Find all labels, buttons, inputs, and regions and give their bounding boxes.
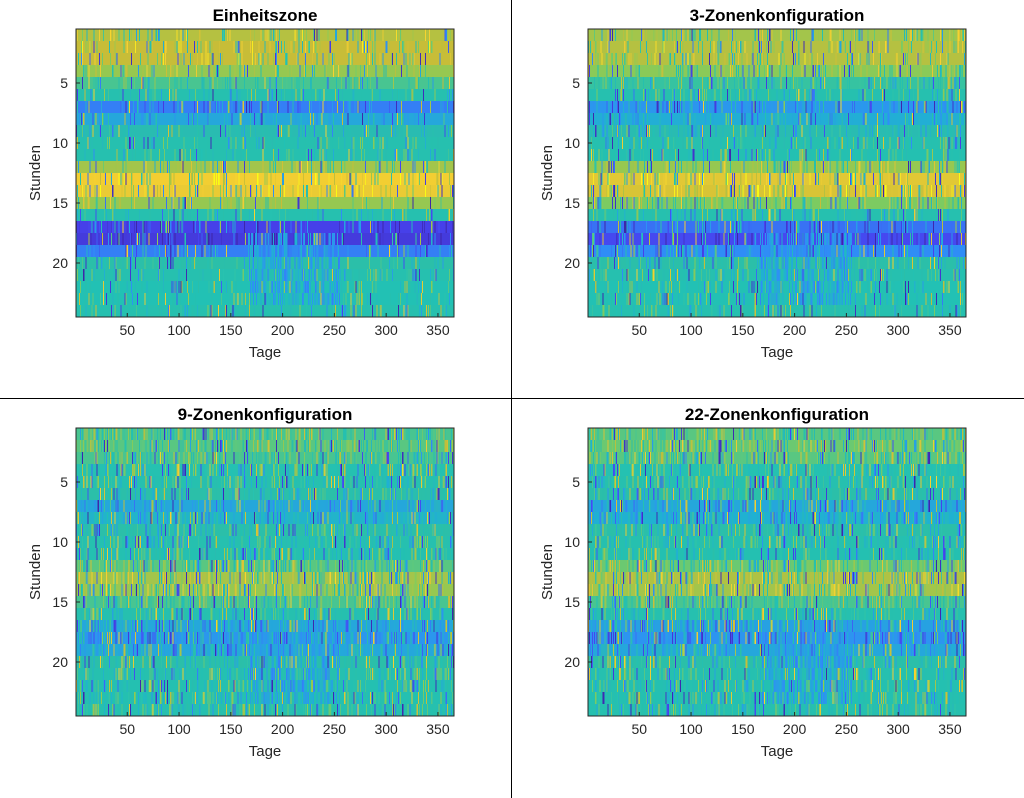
y-tick-label: 15: [52, 594, 68, 610]
x-tick-label: 50: [119, 721, 135, 737]
x-tick-label: 150: [219, 721, 243, 737]
axes-box: [587, 427, 967, 717]
x-axis-label: Tage: [761, 344, 794, 361]
y-tick-label: 5: [60, 474, 68, 490]
vertical-divider: [511, 0, 512, 798]
x-tick-label: 250: [323, 322, 347, 338]
x-tick-label: 350: [426, 322, 450, 338]
heatmap-cells: [76, 29, 454, 317]
x-tick-label: 100: [167, 721, 191, 737]
x-tick-label: 250: [835, 322, 859, 338]
x-tick-label: 100: [167, 322, 191, 338]
x-tick-label: 300: [886, 721, 910, 737]
heatmap-cells: [588, 29, 966, 317]
y-axis-label: Stunden: [27, 544, 44, 600]
y-tick-label: 5: [572, 75, 580, 91]
axes-box: [75, 28, 455, 318]
x-tick-label: 50: [631, 721, 647, 737]
y-tick-label: 20: [52, 654, 68, 670]
axes-box: [75, 427, 455, 717]
y-tick-label: 10: [564, 135, 580, 151]
heatmap-cells: [76, 428, 454, 716]
y-tick-label: 10: [52, 135, 68, 151]
y-tick-label: 10: [564, 534, 580, 550]
chart-title: 9-Zonenkonfiguration: [178, 405, 353, 424]
x-tick-label: 350: [938, 322, 962, 338]
y-axis-label: Stunden: [27, 145, 44, 201]
x-tick-label: 150: [731, 721, 755, 737]
x-tick-label: 200: [783, 322, 807, 338]
x-axis-label: Tage: [249, 743, 282, 760]
heatmap-cells: [588, 428, 966, 716]
chart-title: 22-Zonenkonfiguration: [685, 405, 869, 424]
x-tick-label: 300: [374, 322, 398, 338]
x-tick-label: 200: [271, 721, 295, 737]
y-tick-label: 5: [60, 75, 68, 91]
axes-box: [587, 28, 967, 318]
y-tick-label: 15: [564, 594, 580, 610]
x-tick-label: 250: [323, 721, 347, 737]
x-tick-label: 150: [219, 322, 243, 338]
chart-title: Einheitszone: [213, 6, 318, 25]
x-tick-label: 200: [783, 721, 807, 737]
y-tick-label: 20: [564, 255, 580, 271]
y-tick-label: 20: [52, 255, 68, 271]
y-tick-label: 15: [564, 195, 580, 211]
x-tick-label: 350: [426, 721, 450, 737]
x-axis-label: Tage: [249, 344, 282, 361]
x-axis-label: Tage: [761, 743, 794, 760]
x-tick-label: 150: [731, 322, 755, 338]
x-tick-label: 250: [835, 721, 859, 737]
x-tick-label: 300: [886, 322, 910, 338]
chart-title: 3-Zonenkonfiguration: [690, 6, 865, 25]
y-axis-label: Stunden: [539, 544, 556, 600]
y-tick-label: 5: [572, 474, 580, 490]
x-tick-label: 50: [631, 322, 647, 338]
y-axis-label: Stunden: [539, 145, 556, 201]
x-tick-label: 300: [374, 721, 398, 737]
x-tick-label: 100: [679, 322, 703, 338]
x-tick-label: 350: [938, 721, 962, 737]
x-tick-label: 200: [271, 322, 295, 338]
y-tick-label: 15: [52, 195, 68, 211]
y-tick-label: 20: [564, 654, 580, 670]
y-tick-label: 10: [52, 534, 68, 550]
x-tick-label: 50: [119, 322, 135, 338]
horizontal-divider: [0, 398, 1024, 399]
x-tick-label: 100: [679, 721, 703, 737]
